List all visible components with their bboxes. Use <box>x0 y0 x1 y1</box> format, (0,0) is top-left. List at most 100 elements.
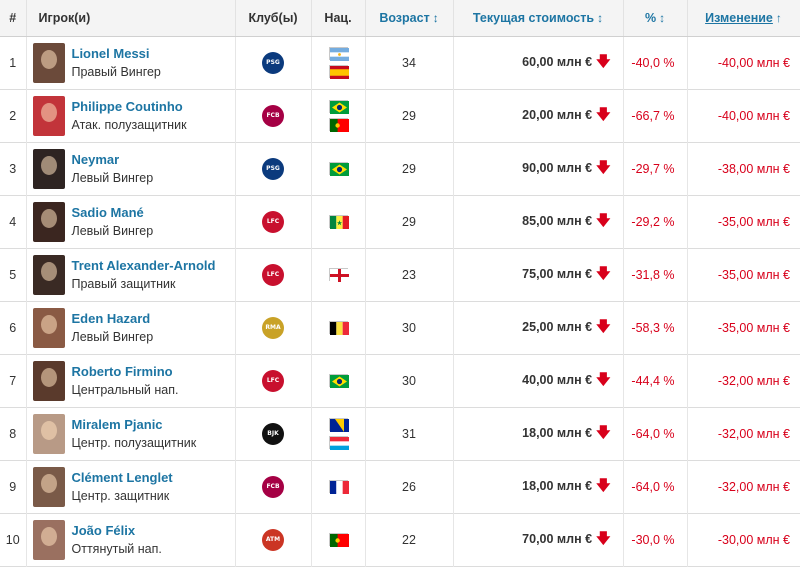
player-name-link[interactable]: Lionel Messi <box>71 45 150 61</box>
flag-brazil-icon <box>328 162 349 176</box>
player-name-link[interactable]: João Félix <box>71 522 136 538</box>
player-cell: Philippe Coutinho Атак. полузащитник <box>26 89 236 142</box>
player-name-link[interactable]: Roberto Firmino <box>71 363 173 379</box>
market-value-text: 25,00 млн € <box>522 319 593 334</box>
down-arrow-icon: 🡇 <box>596 52 611 69</box>
player-photo[interactable] <box>32 148 65 189</box>
club-crest-icon[interactable]: ATM <box>262 528 284 551</box>
rank-header: # <box>0 0 27 37</box>
sort-both-icon: ↕ <box>597 10 604 25</box>
player-name-link[interactable]: Clément Lenglet <box>71 469 173 485</box>
percent-change-cell: -29,7 % <box>623 142 688 195</box>
player-photo[interactable] <box>32 95 65 136</box>
flag-portugal-icon <box>328 533 349 547</box>
nationality-cell <box>311 460 366 513</box>
player-position: Центральный нап. <box>71 382 179 397</box>
club-crest-icon[interactable]: BJK <box>262 422 284 445</box>
rank-cell: 10 <box>0 513 27 566</box>
value-change-cell: -32,00 млн € <box>717 479 790 494</box>
percent-change-cell: -64,0 % <box>623 460 688 513</box>
club-cell: ATM <box>235 513 312 566</box>
player-position: Центр. защитник <box>71 488 170 503</box>
player-name-link[interactable]: Eden Hazard <box>71 310 151 326</box>
percent-change-cell: -44,4 % <box>623 354 688 407</box>
age-cell: 30 <box>365 354 454 407</box>
player-photo[interactable] <box>32 413 65 454</box>
player-cell: Eden Hazard Левый Вингер <box>26 301 236 354</box>
player-photo[interactable] <box>32 254 65 295</box>
market-value-cell: 40,00 млн € 🡇 <box>453 354 624 407</box>
club-cell: PSG <box>235 142 312 195</box>
club-crest-icon[interactable]: PSG <box>262 157 284 180</box>
market-value-text: 85,00 млн € <box>522 213 593 228</box>
age-cell: 29 <box>365 195 454 248</box>
club-crest-icon[interactable]: LFC <box>262 369 284 392</box>
player-position: Оттянутый нап. <box>71 541 162 556</box>
nationality-cell <box>311 354 366 407</box>
table-row: 3 Neymar Левый Вингер PSG 29 90,00 млн €… <box>0 142 800 195</box>
down-arrow-icon: 🡇 <box>596 370 611 387</box>
player-name-link[interactable]: Philippe Coutinho <box>71 98 183 114</box>
nationality-cell <box>311 36 366 89</box>
player-cell: Clément Lenglet Центр. защитник <box>26 460 236 513</box>
player-photo[interactable] <box>32 519 65 560</box>
percent-change-cell: -64,0 % <box>623 407 688 460</box>
value-change-cell: -32,00 млн € <box>717 373 790 388</box>
market-value-cell: 18,00 млн € 🡇 <box>453 407 624 460</box>
player-photo[interactable] <box>32 201 65 242</box>
club-crest-icon[interactable]: FCB <box>262 104 284 127</box>
player-photo[interactable] <box>32 42 65 83</box>
flag-brazil-icon <box>328 100 349 114</box>
market-value-text: 70,00 млн € <box>522 531 593 546</box>
player-photo[interactable] <box>32 307 65 348</box>
player-name-link[interactable]: Sadio Mané <box>71 204 144 220</box>
rank-cell: 8 <box>0 407 27 460</box>
table-row: 4 Sadio Mané Левый Вингер LFC 29 85,00 м… <box>0 195 800 248</box>
market-value-text: 18,00 млн € <box>522 425 593 440</box>
club-crest-icon[interactable]: RMA <box>262 316 284 339</box>
value-sort-header[interactable]: Текущая стоимость ↕ <box>453 0 624 37</box>
market-value-text: 18,00 млн € <box>522 478 593 493</box>
player-name-link[interactable]: Neymar <box>71 151 120 167</box>
flag-bosnia-icon <box>328 418 349 432</box>
rank-cell: 4 <box>0 195 27 248</box>
player-position: Правый Вингер <box>71 64 161 79</box>
percent-sort-header[interactable]: % ↕ <box>623 0 688 37</box>
age-cell: 26 <box>365 460 454 513</box>
market-value-text: 90,00 млн € <box>522 160 593 175</box>
percent-change-cell: -58,3 % <box>623 301 688 354</box>
player-name-link[interactable]: Miralem Pjanic <box>71 416 163 432</box>
value-change-cell: -35,00 млн € <box>717 267 790 282</box>
market-value-cell: 85,00 млн € 🡇 <box>453 195 624 248</box>
flag-argentina-icon <box>328 47 349 61</box>
table-row: 5 Trent Alexander-Arnold Правый защитник… <box>0 248 800 301</box>
down-arrow-icon: 🡇 <box>596 423 611 440</box>
change-sort-header[interactable]: Изменение ↑ <box>687 0 800 37</box>
down-arrow-icon: 🡇 <box>596 158 611 175</box>
club-cell: LFC <box>235 195 312 248</box>
player-photo[interactable] <box>32 466 65 507</box>
flag-france-icon <box>328 480 349 494</box>
age-cell: 31 <box>365 407 454 460</box>
club-cell: RMA <box>235 301 312 354</box>
percent-change-cell: -40,0 % <box>623 36 688 89</box>
player-cell: Miralem Pjanic Центр. полузащитник <box>26 407 236 460</box>
age-sort-header[interactable]: Возраст ↕ <box>365 0 454 37</box>
club-crest-icon[interactable]: LFC <box>262 263 284 286</box>
rank-cell: 6 <box>0 301 27 354</box>
club-crest-icon[interactable]: LFC <box>262 210 284 233</box>
nationality-cell <box>311 142 366 195</box>
market-value-cell: 25,00 млн € 🡇 <box>453 301 624 354</box>
percent-change-cell: -66,7 % <box>623 89 688 142</box>
value-change-cell: -40,00 млн € <box>717 55 790 70</box>
player-cell: Sadio Mané Левый Вингер <box>26 195 236 248</box>
club-crest-icon[interactable]: PSG <box>262 51 284 74</box>
flag-spain-icon <box>328 65 349 79</box>
club-cell: LFC <box>235 248 312 301</box>
club-crest-icon[interactable]: FCB <box>262 475 284 498</box>
club-cell: LFC <box>235 354 312 407</box>
player-photo[interactable] <box>32 360 65 401</box>
age-cell: 34 <box>365 36 454 89</box>
nationality-cell <box>311 513 366 566</box>
player-name-link[interactable]: Trent Alexander-Arnold <box>71 257 216 273</box>
